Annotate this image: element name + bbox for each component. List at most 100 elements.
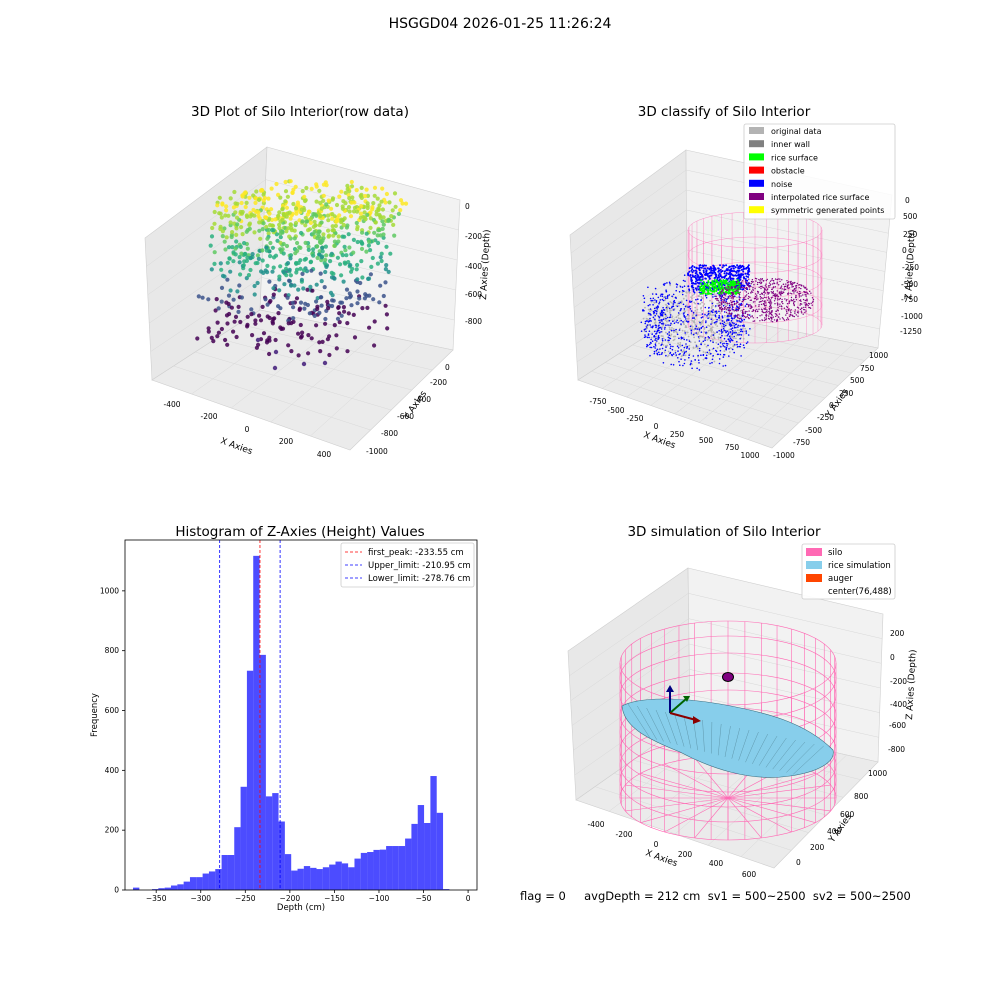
classify-interpolated-point xyxy=(745,298,747,301)
raw-data-point xyxy=(282,282,287,287)
raw-data-point xyxy=(287,267,292,272)
classify-interpolated-point xyxy=(746,294,748,296)
classify-interpolated-point xyxy=(761,279,763,281)
histogram-frame xyxy=(124,539,478,891)
raw-data-point xyxy=(237,255,242,260)
classify-noise-point xyxy=(697,336,700,338)
raw-data-point xyxy=(351,209,357,214)
classify-original-point xyxy=(681,291,684,294)
classify-noise-point xyxy=(680,319,682,322)
classify-interpolated-point xyxy=(776,295,778,297)
classify-noise-point xyxy=(660,328,663,330)
raw-data-point xyxy=(280,247,285,252)
raw-data-point xyxy=(277,274,282,279)
classify-original-point xyxy=(684,310,687,313)
classify-noise-point xyxy=(727,333,729,336)
raw-data-point xyxy=(239,211,244,216)
classify-original-point xyxy=(731,324,734,327)
classify-rice-point xyxy=(713,279,716,281)
raw-data-point xyxy=(319,303,324,308)
raw-data-point xyxy=(256,197,262,202)
classify-noise-point xyxy=(668,316,671,319)
raw-data-point xyxy=(255,280,260,286)
raw-data-point xyxy=(296,331,301,336)
classify-noise-point xyxy=(658,353,661,356)
classify-interpolated-point xyxy=(779,318,781,320)
raw-data-point xyxy=(380,207,385,212)
raw-data-point xyxy=(267,211,272,216)
classify-noise-point xyxy=(680,349,682,351)
classify-interpolated-point xyxy=(746,284,749,286)
classify-interpolated-point xyxy=(751,315,753,317)
classify-noise-point xyxy=(650,314,652,316)
classify-interpolated-point xyxy=(792,299,794,302)
raw-data-point xyxy=(321,198,326,203)
classify-noise-point xyxy=(725,331,727,333)
classify-interpolated-point xyxy=(738,283,740,285)
classify-interpolated-point xyxy=(772,283,774,285)
raw-data-point xyxy=(291,201,296,207)
raw-data-point xyxy=(298,266,303,271)
classify-interpolated-point xyxy=(747,305,750,308)
classify-noise-point xyxy=(693,317,695,319)
raw-data-point xyxy=(243,190,248,195)
classify-noise-point xyxy=(722,356,725,358)
classify-interpolated-point xyxy=(721,290,724,292)
raw-data-point xyxy=(271,286,276,291)
classify-noise-point xyxy=(707,312,710,315)
raw-data-point xyxy=(239,200,244,206)
classify-interpolated-point xyxy=(731,305,734,307)
raw-data-point xyxy=(212,261,217,266)
histogram-bar xyxy=(291,870,298,890)
classify-noise-point xyxy=(719,353,722,356)
raw-data-point xyxy=(265,263,270,268)
raw-data-point xyxy=(368,272,373,277)
classify-rice-point xyxy=(733,288,736,291)
classify-original-point xyxy=(679,342,682,344)
classify-noise-point xyxy=(676,305,679,308)
classify-interpolated-point xyxy=(762,280,764,282)
raw-data-point xyxy=(376,240,381,246)
raw-data-point xyxy=(234,334,239,340)
classify-noise-point xyxy=(730,267,733,270)
classify-original-point xyxy=(742,337,745,340)
raw-data-point xyxy=(351,250,356,255)
rice-mesh-line xyxy=(738,729,750,761)
classify-interpolated-point xyxy=(804,309,806,311)
classify-rice-point xyxy=(730,284,733,287)
raw-data-point xyxy=(243,204,248,210)
classify-noise-point xyxy=(714,314,717,316)
classify-noise-point xyxy=(644,322,646,325)
classify-original-point xyxy=(647,308,650,311)
classify-noise-point xyxy=(736,320,738,322)
raw-data-point xyxy=(380,186,385,191)
classify-noise-point xyxy=(704,337,707,339)
classify-original-point xyxy=(669,284,672,287)
classify-noise-point xyxy=(716,318,718,321)
raw-data-point xyxy=(339,189,344,194)
classify-noise-point xyxy=(699,276,702,279)
raw-data-point xyxy=(342,309,347,314)
classify-noise-point xyxy=(679,364,681,367)
classify-original-point xyxy=(717,336,720,339)
silo-bottom-spoke xyxy=(664,763,729,799)
classify-noise-point xyxy=(697,285,700,288)
classify-noise-point xyxy=(723,342,725,345)
classify-interpolated-point xyxy=(731,292,733,294)
classify-noise-point xyxy=(697,298,699,301)
raw-data-point xyxy=(288,216,293,221)
classify-interpolated-point xyxy=(790,299,792,301)
classify-noise-point xyxy=(705,270,708,273)
classify-original-point xyxy=(688,344,691,347)
classify-original-point xyxy=(686,317,689,320)
classify-interpolated-point xyxy=(768,292,770,294)
classify-original-point xyxy=(658,342,660,345)
raw-data-point xyxy=(267,335,272,340)
classify-noise-point xyxy=(725,330,727,332)
classify-noise-point xyxy=(675,328,677,331)
classify-interpolated-point xyxy=(731,304,733,306)
classify-noise-point xyxy=(715,273,718,276)
classify-interpolated-point xyxy=(736,301,738,304)
raw-data-point xyxy=(351,312,356,317)
classify-interpolated-point xyxy=(778,284,780,286)
